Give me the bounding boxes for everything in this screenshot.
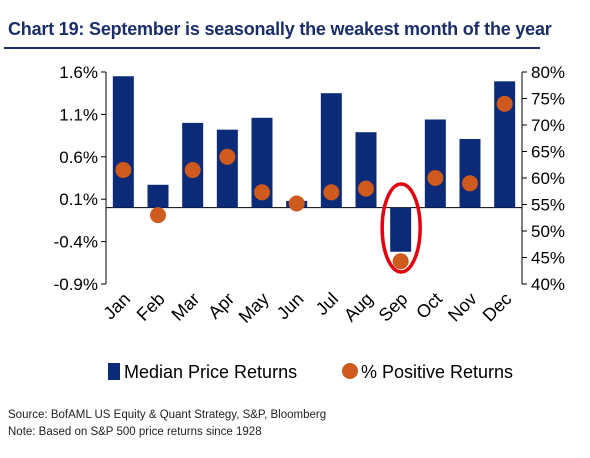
right-axis-tick-label: 40%: [531, 275, 565, 294]
dot-apr: [219, 148, 236, 165]
right-axis-tick-label: 45%: [531, 249, 565, 268]
dot-may: [254, 184, 270, 201]
right-axis-tick-label: 50%: [531, 222, 565, 241]
chart-title: Chart 19: September is seasonally the we…: [8, 19, 552, 39]
dot-oct: [427, 170, 444, 186]
footnotes: Source: BofAML US Equity & Quant Strateg…: [8, 407, 326, 441]
right-axis-tick-label: 55%: [531, 196, 565, 215]
dot-feb: [150, 207, 166, 224]
right-axis-tick-label: 65%: [531, 143, 565, 162]
x-tick-label: Jan: [99, 289, 134, 324]
bar-dec: [494, 81, 516, 208]
source-note: Source: BofAML US Equity & Quant Strateg…: [8, 409, 327, 421]
x-tick-label: Jun: [273, 289, 308, 324]
x-tick-label: Sep: [375, 289, 412, 326]
left-axis-tick-label: 0.1%: [59, 190, 98, 209]
right-axis-tick-label: 60%: [531, 169, 565, 188]
dot-jul: [323, 184, 340, 201]
bar-feb: [147, 184, 169, 208]
bar-oct: [424, 119, 446, 208]
dot-nov: [462, 175, 478, 192]
x-tick-label: May: [235, 289, 273, 327]
legend-dot-label: % Positive Returns: [361, 362, 513, 382]
left-axis-tick-label: -0.4%: [54, 233, 98, 252]
bar-may: [251, 117, 273, 208]
bar-jul: [320, 93, 342, 208]
bar-apr: [216, 129, 238, 208]
bar-nov: [459, 138, 481, 208]
left-axis-tick-label: -0.9%: [54, 275, 98, 294]
methodology-note: Note: Based on S&P 500 price returns sin…: [8, 426, 262, 438]
x-tick-label: Aug: [340, 289, 377, 326]
title-divider: [4, 47, 540, 49]
x-tick-label: Jul: [312, 289, 342, 319]
dot-jun: [288, 195, 305, 212]
x-tick-label: Nov: [444, 289, 481, 326]
legend-bar-swatch: [108, 363, 120, 380]
dot-dec: [496, 95, 513, 112]
x-tick-label: Apr: [204, 289, 238, 323]
x-tick-label: Feb: [133, 289, 169, 325]
x-tick-label: Dec: [479, 289, 516, 326]
dot-aug: [358, 180, 374, 197]
dot-mar: [184, 162, 201, 179]
legend-bar-label: Median Price Returns: [124, 362, 297, 382]
x-tick-label: Mar: [167, 289, 203, 325]
highlight-ellipse: [380, 182, 422, 274]
legend-dot-swatch: [342, 363, 358, 379]
left-axis-tick-label: 1.1%: [59, 105, 98, 124]
right-axis-tick-label: 80%: [531, 63, 565, 82]
dot-sep: [392, 253, 409, 270]
bar-sep: [390, 207, 412, 252]
dot-jan: [115, 162, 132, 179]
right-axis-tick-label: 75%: [531, 90, 565, 109]
x-tick-label: Oct: [412, 289, 446, 323]
left-axis-tick-label: 0.6%: [59, 148, 98, 167]
right-axis-tick-label: 70%: [531, 116, 565, 135]
left-axis-tick-label: 1.6%: [59, 63, 98, 82]
bar-jan: [112, 76, 134, 208]
chart-area: 1.6% 1.1% 0.6% 0.1% -0.4% -0.9% 80% 75% 70% 65% 60…: [54, 63, 565, 382]
